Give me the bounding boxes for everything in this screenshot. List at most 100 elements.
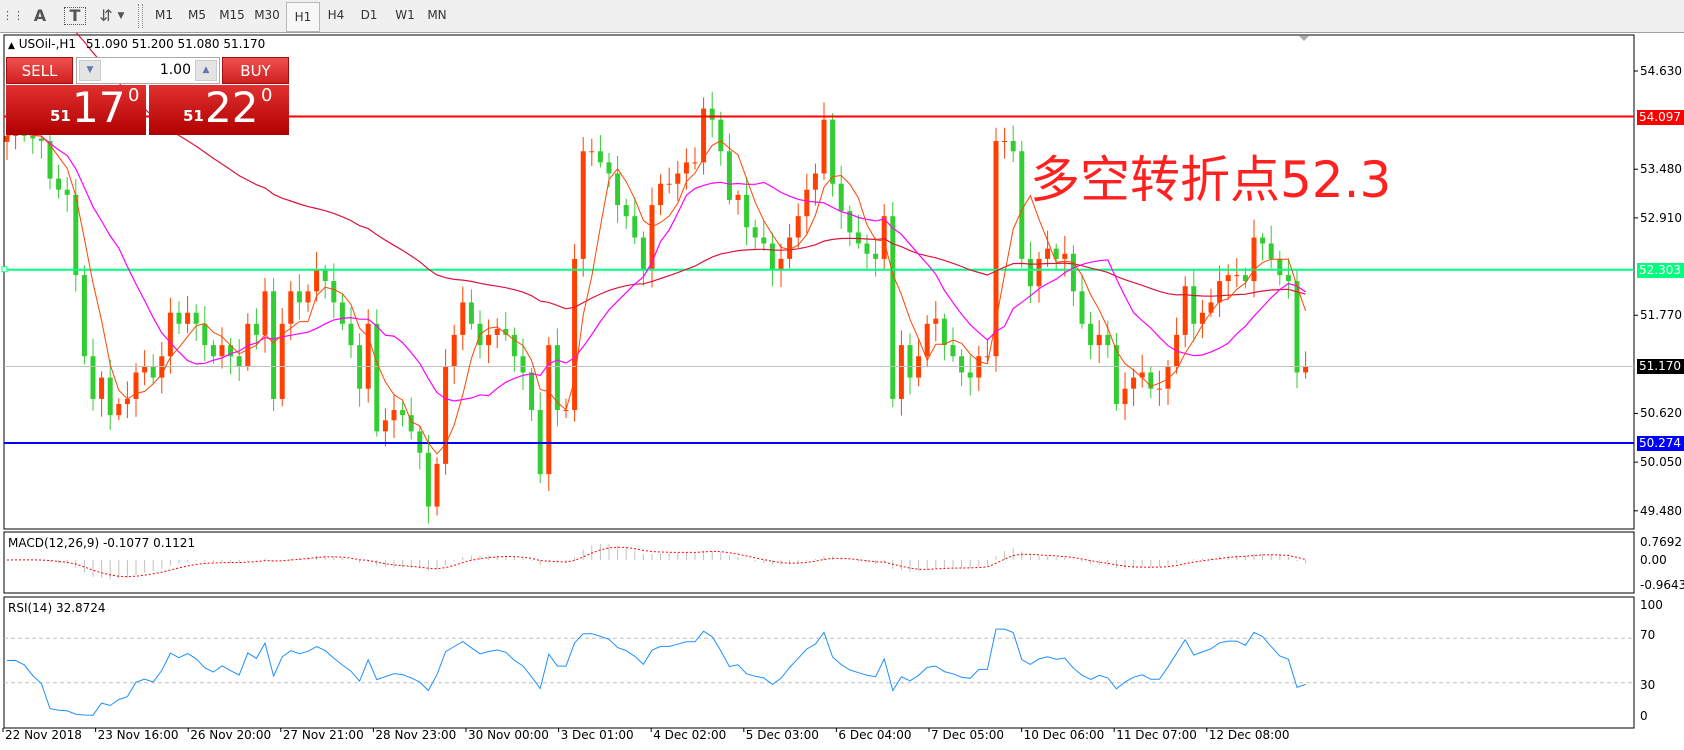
price-axis-label: 52.910	[1640, 210, 1682, 225]
candle-body	[503, 328, 509, 335]
candle-body	[150, 366, 156, 378]
candle-body	[107, 377, 113, 416]
candle-body	[1191, 286, 1197, 324]
timeframe-mn[interactable]: MN	[427, 8, 447, 22]
rsi-pane-frame	[3, 596, 1635, 729]
candle-body	[1113, 345, 1119, 405]
timeframe-m1[interactable]: M1	[155, 8, 173, 22]
candle-body	[761, 237, 767, 244]
timeframe-m15[interactable]: M15	[219, 8, 245, 22]
price-axis-label: 49.480	[1640, 503, 1682, 518]
candle-body	[176, 312, 182, 324]
text-label-icon[interactable]: T	[64, 7, 86, 25]
candle-body	[451, 334, 457, 367]
candle-body	[941, 318, 947, 346]
candle-body	[81, 275, 87, 357]
candle-body	[632, 216, 638, 238]
candle-body	[597, 151, 603, 163]
candle-body	[1199, 312, 1205, 324]
candle-body	[73, 194, 79, 276]
macd-pane-frame	[3, 531, 1635, 594]
candle-body	[1285, 275, 1291, 282]
timeframe-h1[interactable]: H1	[286, 2, 320, 32]
candle-body	[253, 323, 259, 335]
buy-price-prefix: 51	[183, 107, 204, 125]
macd-title: MACD(12,26,9) -0.1077 0.1121	[8, 536, 196, 550]
candle-body	[90, 356, 96, 399]
candle-body	[726, 151, 732, 200]
chart-area[interactable]	[0, 33, 1684, 750]
one-click-trading-panel: SELL ▼ 1.00 ▲ BUY 51 17 0 51 22 0	[6, 57, 289, 135]
lot-increase-button[interactable]: ▲	[195, 60, 217, 81]
arrows-icon[interactable]: ⇵	[99, 6, 113, 25]
candle-body	[494, 328, 500, 335]
current-price-label: 51.170	[1637, 359, 1684, 375]
chevron-down-icon[interactable]: ▼	[117, 11, 125, 21]
candle-body	[752, 227, 758, 238]
time-axis-label: 5 Dec 03:00	[745, 728, 819, 742]
candle-body	[838, 183, 844, 212]
collapse-triangle-icon[interactable]: ▲	[8, 41, 15, 51]
candle-body	[718, 119, 724, 152]
candle-body	[202, 323, 208, 346]
candle-body	[1217, 281, 1223, 303]
candle-body	[305, 291, 311, 303]
candle-body	[1036, 258, 1042, 287]
candle-body	[219, 345, 225, 357]
candle-body	[1027, 258, 1033, 287]
time-axis-label: 26 Nov 20:00	[190, 728, 272, 742]
time-axis-label: 27 Nov 21:00	[282, 728, 364, 742]
candle-body	[795, 216, 801, 238]
candle-body	[606, 162, 612, 174]
timeframe-w1[interactable]: W1	[395, 8, 415, 22]
grid-icon[interactable]: ⋮⋮	[2, 9, 24, 22]
candle-body	[649, 205, 655, 270]
candle-body	[99, 377, 105, 399]
candle-body	[1096, 334, 1102, 346]
candle-body	[511, 334, 517, 357]
resistance-price-label: 54.097	[1637, 109, 1684, 125]
rsi-axis-label: 100	[1640, 598, 1663, 612]
timeframe-m5[interactable]: M5	[188, 8, 206, 22]
candle-body	[133, 372, 139, 399]
candle-body	[692, 162, 698, 164]
sell-button[interactable]: SELL	[6, 57, 73, 84]
candle-body	[830, 119, 836, 184]
candle-body	[339, 302, 345, 324]
candle-body	[1148, 372, 1154, 389]
candle-body	[1131, 377, 1137, 389]
chart-annotation-text[interactable]: 多空转折点52.3	[1030, 151, 1392, 209]
buy-price-button[interactable]: 51 22 0	[149, 83, 289, 135]
candle-body	[1002, 141, 1008, 143]
candle-body	[124, 398, 130, 405]
pivot-line-handle	[1, 266, 8, 273]
candle-body	[580, 151, 586, 259]
candle-body	[924, 323, 930, 357]
rsi-axis-label: 30	[1640, 678, 1656, 692]
candle-body	[959, 356, 965, 373]
candle-body	[400, 410, 406, 416]
candle-body	[623, 205, 629, 217]
rsi-axis-label: 70	[1640, 628, 1656, 642]
candle-body	[1105, 334, 1111, 346]
candle-body	[675, 173, 681, 184]
sell-price-button[interactable]: 51 17 0	[6, 83, 146, 135]
text-icon[interactable]: A	[33, 6, 47, 25]
timeframe-h4[interactable]: H4	[327, 8, 345, 22]
timeframe-d1[interactable]: D1	[360, 8, 378, 22]
candle-body	[1242, 275, 1248, 282]
buy-button[interactable]: BUY	[222, 57, 289, 84]
candle-body	[460, 302, 466, 335]
lot-size-value[interactable]: 1.00	[159, 62, 191, 78]
candle-body	[468, 302, 474, 324]
lot-decrease-button[interactable]: ▼	[79, 60, 101, 81]
candle-body	[425, 452, 431, 507]
candle-body	[1139, 372, 1145, 378]
candle-body	[821, 119, 827, 174]
lot-size-field[interactable]: ▼ 1.00 ▲	[76, 57, 220, 84]
macd-axis-label: 0.00	[1640, 553, 1667, 567]
candle-body	[56, 178, 62, 190]
candle-body	[391, 410, 397, 421]
candles-group	[4, 91, 1309, 524]
timeframe-m30[interactable]: M30	[254, 8, 280, 22]
